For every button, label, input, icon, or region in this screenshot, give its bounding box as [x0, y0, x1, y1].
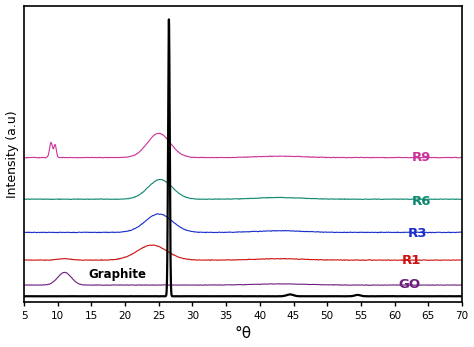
Text: R6: R6	[411, 195, 431, 208]
Text: R9: R9	[411, 151, 431, 164]
Text: R3: R3	[408, 227, 428, 240]
Text: R1: R1	[401, 254, 420, 268]
Text: Graphite: Graphite	[88, 268, 146, 281]
Text: GO: GO	[398, 278, 420, 291]
X-axis label: °θ: °θ	[235, 327, 252, 341]
Y-axis label: Intensity (a.u): Intensity (a.u)	[6, 110, 18, 197]
